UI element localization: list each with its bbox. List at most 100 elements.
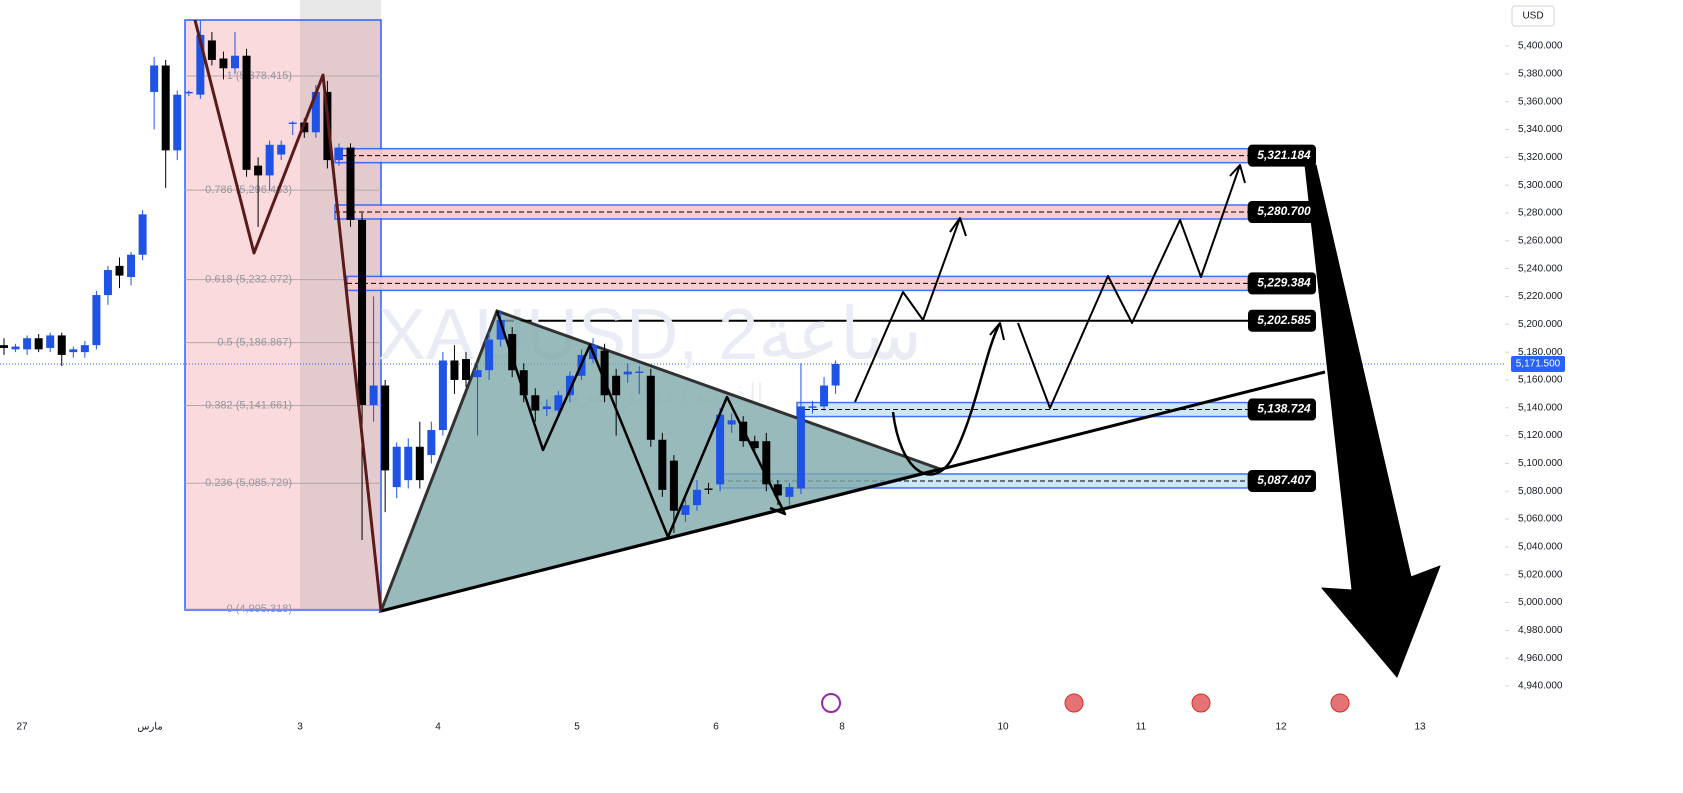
y-tick-label: 5,380.000 [1518, 68, 1563, 79]
candle-body [496, 320, 505, 340]
y-tick-label: 4,960.000 [1518, 653, 1563, 664]
y-tick-label: 5,120.000 [1518, 430, 1563, 441]
candle-body [288, 122, 297, 124]
candle-body [612, 375, 621, 396]
level-label-box [1248, 398, 1316, 421]
candle-body [196, 34, 205, 95]
candle-body [796, 406, 805, 489]
event-flag[interactable] [1191, 693, 1211, 713]
fib-label: 1 (5,378.415) [227, 70, 292, 82]
y-tick-label: 5,160.000 [1518, 375, 1563, 386]
candle-body [681, 505, 690, 515]
last-price-label: 5,171.500 [1516, 359, 1561, 370]
candle-body [658, 439, 667, 490]
candle-body [11, 346, 20, 350]
level-label-box [1248, 201, 1316, 224]
candle-body [531, 395, 540, 411]
event-flag[interactable] [1330, 693, 1350, 713]
candle-body [369, 385, 378, 405]
candle-body [785, 487, 794, 497]
level-label-box [1248, 309, 1316, 332]
candle-body [404, 446, 413, 481]
y-tick-label: 5,400.000 [1518, 41, 1563, 52]
candle-body [831, 363, 840, 386]
arrowhead [989, 322, 1005, 341]
level-label: 5,229.384 [1257, 276, 1311, 290]
y-tick-label: 5,100.000 [1518, 458, 1563, 469]
level-label: 5,138.724 [1257, 402, 1311, 416]
y-tick-label: 5,180.000 [1518, 347, 1563, 358]
candle-body [808, 406, 817, 408]
y-tick-label: 5,260.000 [1518, 235, 1563, 246]
level-label: 5,087.407 [1257, 473, 1312, 487]
candle-body [508, 334, 517, 371]
y-tick-label: 5,060.000 [1518, 514, 1563, 525]
candle-body [103, 270, 112, 296]
candle-body [358, 219, 367, 405]
candle-body [207, 40, 216, 60]
y-tick-label: 5,320.000 [1518, 152, 1563, 163]
zigzag [495, 310, 787, 539]
candle-body [219, 58, 228, 69]
x-tick-label: 5 [574, 722, 580, 733]
candle-body [242, 55, 251, 170]
candle-body [138, 214, 147, 255]
candle-body [80, 345, 89, 353]
y-tick-label: 5,340.000 [1518, 124, 1563, 135]
y-tick-label: 4,940.000 [1518, 681, 1563, 692]
x-tick-label: 8 [839, 722, 845, 733]
candle-body [565, 375, 574, 396]
candle-body [669, 460, 678, 511]
candle-body [381, 385, 390, 471]
event-icons [821, 693, 1350, 713]
y-tick-label: 5,280.000 [1518, 208, 1563, 219]
y-tick-label: 5,240.000 [1518, 263, 1563, 274]
candle-body [346, 147, 355, 220]
currency-box[interactable] [1511, 5, 1555, 27]
fib-label: 0 (4,995.318) [227, 603, 292, 615]
candle-body [762, 441, 771, 485]
candle-body [300, 122, 309, 133]
fib-label: 0.618 (5,232.072) [205, 274, 292, 286]
candle-body [173, 94, 182, 151]
candle-body [473, 370, 482, 378]
candle-body [704, 488, 713, 490]
candle-body [554, 395, 563, 411]
candle-body [438, 360, 447, 431]
candle-body [69, 349, 78, 353]
fib-box-border [184, 19, 382, 611]
y-tick-label: 5,000.000 [1518, 597, 1563, 608]
x-tick-label: 13 [1414, 722, 1426, 733]
candle-body [519, 370, 528, 396]
candle-body [231, 55, 239, 69]
candle-body [46, 335, 55, 348]
x-tick-label: 3 [297, 722, 303, 733]
candle-body [600, 350, 609, 396]
candle-body [150, 65, 159, 92]
currency: USD [1522, 11, 1543, 22]
watermark: XAUUSD, 2ساعة [378, 295, 922, 375]
event-flag[interactable] [1064, 693, 1084, 713]
candle-body [750, 441, 759, 449]
candle-body [23, 338, 32, 350]
candle-body [392, 446, 401, 488]
y-tick-label: 5,220.000 [1518, 291, 1563, 302]
candle-body [334, 147, 343, 161]
candle-body [115, 265, 124, 276]
candle-body [820, 385, 829, 407]
annotation-layer: 5,321.184 5,280.700 5,229.384 5,202.585 5,13… [193, 19, 1441, 678]
level-label-box [1248, 144, 1316, 167]
y-tick-label: 5,040.000 [1518, 542, 1563, 553]
event-icon[interactable] [821, 693, 841, 713]
candle-body [415, 446, 424, 481]
candle-body [34, 338, 43, 350]
candle-body [716, 414, 725, 485]
candle-body [127, 254, 136, 277]
candle-body [462, 359, 470, 380]
level-label: 5,202.585 [1257, 313, 1311, 327]
y-tick-label: 5,140.000 [1518, 402, 1563, 413]
x-tick-label: 11 [1136, 722, 1147, 733]
candle-body [773, 484, 782, 496]
